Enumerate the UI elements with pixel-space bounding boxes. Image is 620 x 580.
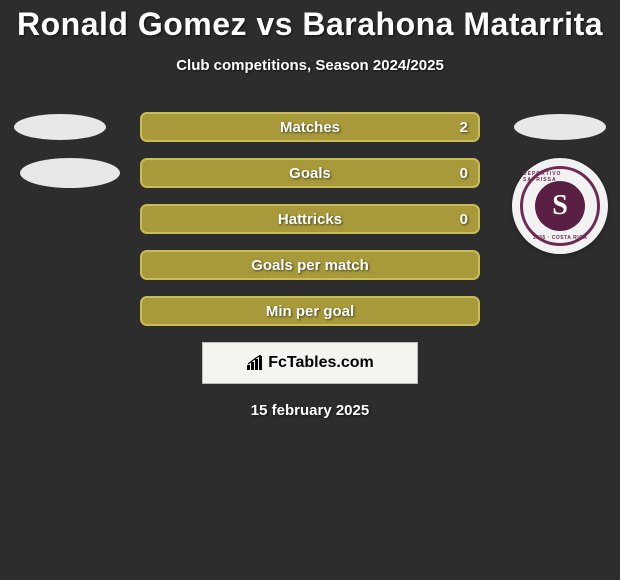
placeholder-ellipse-left-1	[14, 114, 106, 140]
stat-bar: Matches 2	[140, 112, 480, 142]
stat-label: Matches	[280, 119, 340, 136]
stat-bar: Goals per match	[140, 250, 480, 280]
stat-label: Min per goal	[266, 303, 354, 320]
date-text: 15 february 2025	[0, 402, 620, 419]
stat-bar: Goals 0	[140, 158, 480, 188]
badge-top-text: DEPORTIVO SAPRISSA	[523, 171, 597, 183]
placeholder-ellipse-left-2	[20, 158, 120, 188]
stat-row-hattricks: Hattricks 0	[0, 204, 620, 234]
stat-value: 2	[460, 119, 468, 136]
placeholder-ellipse-right-1	[514, 114, 606, 140]
badge-bottom-text: 1935 · COSTA RICA	[533, 235, 588, 241]
page-title: Ronald Gomez vs Barahona Matarrita	[0, 0, 620, 43]
stat-label: Goals	[289, 165, 331, 182]
brand-text: FcTables.com	[268, 354, 374, 372]
stat-row-gpm: Goals per match	[0, 250, 620, 280]
stat-label: Goals per match	[251, 257, 369, 274]
stats-area: Matches 2 Goals 0 DEPORTIVO SAPRISSA S 1…	[0, 112, 620, 326]
subtitle: Club competitions, Season 2024/2025	[0, 57, 620, 74]
stat-value: 0	[460, 165, 468, 182]
stat-value: 0	[460, 211, 468, 228]
chart-icon	[246, 355, 264, 371]
stat-bar: Hattricks 0	[140, 204, 480, 234]
stat-bar: Min per goal	[140, 296, 480, 326]
stat-label: Hattricks	[278, 211, 342, 228]
stat-row-mpg: Min per goal	[0, 296, 620, 326]
brand-box: FcTables.com	[202, 342, 418, 384]
stat-row-matches: Matches 2	[0, 112, 620, 142]
stat-row-goals: Goals 0 DEPORTIVO SAPRISSA S 1935 · COST…	[0, 158, 620, 188]
